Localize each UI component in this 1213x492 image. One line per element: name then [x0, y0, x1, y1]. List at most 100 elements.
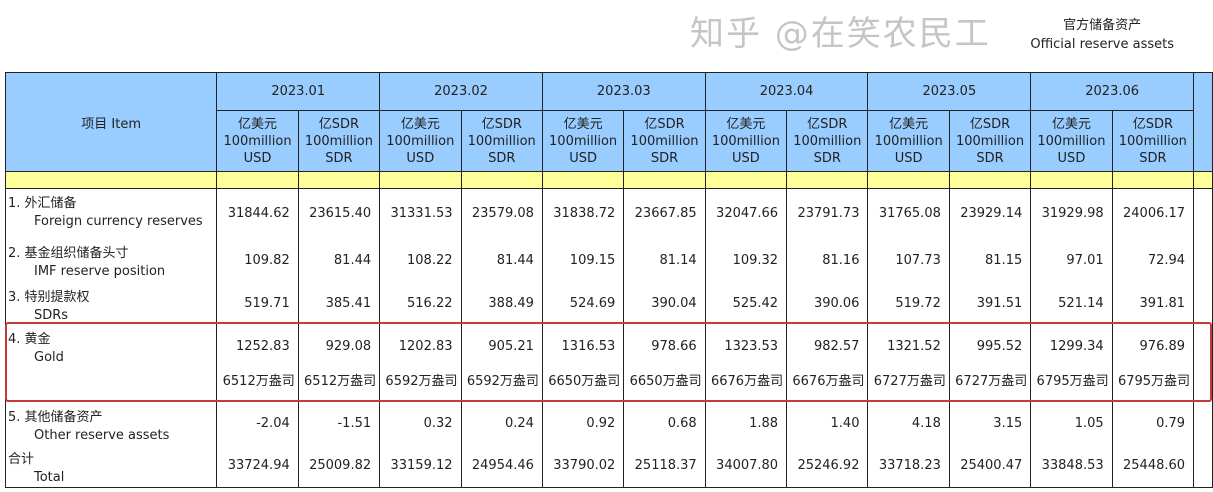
unit-currency: USD — [1057, 150, 1086, 166]
value-cell: 391.51 — [948, 282, 1032, 325]
spacer-cell — [623, 171, 706, 189]
month-header: 2023.03 — [541, 72, 706, 111]
item-label: 2. 基金组织储备头寸 IMF reserve position — [4, 238, 218, 283]
value-cell: 81.44 — [460, 238, 543, 283]
cut-cell — [1193, 282, 1213, 325]
ounces-value: 6650万盎司 — [548, 373, 621, 389]
unit-zh: 亿美元 — [238, 116, 278, 132]
value-cell: 25400.47 — [948, 444, 1032, 488]
next-month-header — [1193, 72, 1213, 172]
unit-en: 100million — [467, 133, 536, 149]
item-label-zh: 2. 基金组织储备头寸 — [8, 245, 129, 261]
value-cell: 0.32 — [379, 402, 462, 445]
unit-zh: 亿美元 — [400, 116, 440, 132]
value-cell: 33718.23 — [867, 444, 950, 488]
item-label-en: Gold — [34, 349, 64, 365]
value-cell: 31765.08 — [867, 188, 950, 239]
value-cell: 388.49 — [460, 282, 543, 325]
value-cell: -1.51 — [297, 402, 381, 445]
item-label-zh: 1. 外汇储备 — [8, 196, 77, 211]
table-row: 1. 外汇储备 Foreign currency reserves 31844.62… — [4, 188, 1213, 239]
ounces-value: 6512万盎司 — [222, 373, 295, 389]
value-cell: 109.32 — [704, 238, 788, 283]
value-cell: 31929.98 — [1030, 188, 1113, 239]
unit-header: 亿美元 100million USD — [1030, 110, 1113, 172]
cut-cell — [1193, 188, 1213, 239]
unit-currency: SDR — [650, 150, 679, 166]
spacer-cell — [948, 171, 1032, 189]
item-label-en: Foreign currency reserves — [34, 214, 203, 229]
item-label-en: IMF reserve position — [34, 263, 166, 279]
ounces-value: 6650万盎司 — [629, 373, 702, 389]
month-header: 2023.04 — [704, 72, 869, 111]
item-label: 4. 黄金 Gold — [4, 324, 218, 403]
value-cell: 31331.53 — [379, 188, 462, 239]
ounces-value: 6727万盎司 — [873, 373, 946, 389]
unit-en: 100million — [711, 133, 780, 149]
unit-en: 100million — [1037, 133, 1106, 149]
item-label: 5. 其他储备资产 Other reserve assets — [4, 402, 218, 445]
value-cell: 24954.46 — [460, 444, 543, 488]
value-cell: 391.81 — [1111, 282, 1195, 325]
item-label: 1. 外汇储备 Foreign currency reserves — [4, 188, 218, 239]
ounces-value: 6795万盎司 — [1117, 373, 1191, 389]
value-cell: 976.89 6795万盎司 — [1111, 324, 1195, 403]
gold-value: 982.57 — [813, 338, 860, 354]
value-cell: 81.16 — [786, 238, 869, 283]
gold-value: 929.08 — [325, 338, 372, 354]
unit-zh: 亿SDR — [1132, 116, 1173, 132]
month-header: 2023.05 — [867, 72, 1032, 111]
value-cell: 34007.80 — [704, 444, 788, 488]
spacer-cell — [541, 171, 625, 189]
value-cell: 109.82 — [216, 238, 299, 283]
value-cell: 25246.92 — [786, 444, 869, 488]
spacer-cell — [4, 171, 218, 189]
unit-zh: 亿美元 — [726, 116, 766, 132]
value-cell: 519.72 — [867, 282, 950, 325]
item-label-en: Total — [34, 469, 65, 485]
month-header: 2023.02 — [379, 72, 543, 111]
ounces-value: 6512万盎司 — [304, 373, 377, 389]
item-header: 项目 Item — [4, 72, 218, 172]
cut-cell — [1193, 238, 1213, 283]
unit-zh: 亿SDR — [481, 116, 522, 132]
value-cell: 1.05 — [1030, 402, 1113, 445]
value-cell: 24006.17 — [1111, 188, 1195, 239]
value-cell: 25118.37 — [623, 444, 706, 488]
ounces-value: 6727万盎司 — [955, 373, 1028, 389]
unit-currency: SDR — [1139, 150, 1167, 166]
ounces-value: 6676万盎司 — [710, 373, 784, 389]
value-cell: 0.92 — [541, 402, 625, 445]
month-header: 2023.06 — [1030, 72, 1195, 111]
unit-en: 100million — [793, 133, 862, 149]
value-cell: 107.73 — [867, 238, 950, 283]
value-cell: 519.71 — [216, 282, 299, 325]
value-cell: 72.94 — [1111, 238, 1195, 283]
value-cell: 109.15 — [541, 238, 625, 283]
spacer-cell — [460, 171, 543, 189]
cut-cell — [1193, 324, 1213, 403]
unit-currency: USD — [406, 150, 435, 166]
table-row: 3. 特别提款权 SDRs 519.71 385.41 516.22 388.49 524.… — [4, 282, 1213, 325]
gold-value: 995.52 — [976, 338, 1023, 354]
value-cell: 33848.53 — [1030, 444, 1113, 488]
unit-header: 亿SDR 100million SDR — [297, 110, 381, 172]
title-en: Official reserve assets — [1030, 37, 1174, 52]
unit-currency: SDR — [976, 150, 1004, 166]
unit-zh: 亿SDR — [969, 116, 1011, 132]
value-cell: 1323.53 6676万盎司 — [704, 324, 788, 403]
spacer-cell — [704, 171, 788, 189]
value-cell: 23615.40 — [297, 188, 381, 239]
gold-value: 1321.52 — [887, 338, 941, 354]
unit-en: 100million — [955, 133, 1025, 149]
gold-value: 1299.34 — [1049, 338, 1104, 354]
unit-header: 亿美元 100million USD — [216, 110, 299, 172]
table-row: 4. 黄金 Gold 1252.83 6512万盎司 929.08 6512万盎司 1202… — [4, 324, 1213, 403]
unit-en: 100million — [630, 133, 699, 149]
value-cell: 524.69 — [541, 282, 625, 325]
item-label-zh: 合计 — [8, 451, 35, 467]
item-label-zh: 4. 黄金 — [8, 331, 51, 347]
value-cell: 995.52 6727万盎司 — [948, 324, 1032, 403]
value-cell: 3.15 — [948, 402, 1032, 445]
value-cell: 81.15 — [948, 238, 1032, 283]
